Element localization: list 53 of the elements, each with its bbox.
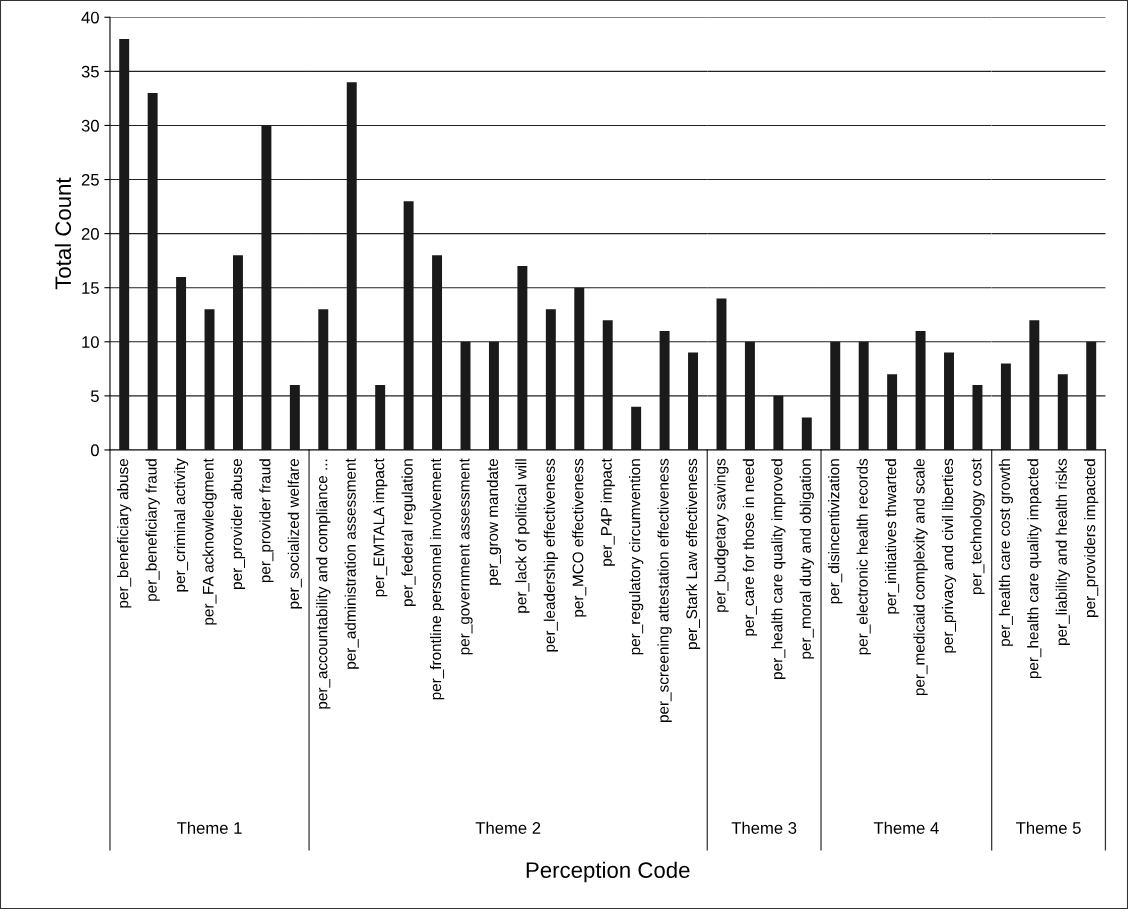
x-tick-label: per_regulatory circumvention	[629, 459, 644, 655]
y-tick-label: 30	[81, 119, 99, 132]
x-axis-title: Theme 1	[177, 821, 242, 834]
x-tick-label: per_initiatives thwarted	[885, 459, 900, 614]
x-tick-label: per_administration assessment	[344, 458, 359, 669]
bar	[631, 406, 642, 450]
x-tick-label: per_lack of political will	[515, 459, 530, 613]
y-tick-label: 20	[81, 228, 99, 240]
x-tick-label: per_budgetary savings	[714, 458, 729, 612]
x-axis-title: Theme 5	[1016, 821, 1081, 834]
x-tick-label: per_health care quality impacted	[1027, 459, 1042, 679]
x-axis-title: Theme 3	[731, 821, 797, 834]
y-tick-label: 5	[90, 390, 99, 403]
x-tick-label: per_Stark Law effectiveness	[685, 458, 701, 649]
bar	[801, 417, 812, 450]
x-tick-label: per_provider fraud	[259, 459, 274, 583]
x-tick-label: per_disincentivization	[828, 459, 843, 604]
x-tick-label: per_medicaid complexity and scale	[913, 458, 928, 696]
x-tick-label: per_leadership effectiveness	[543, 458, 558, 652]
x-tick-label: per_EMTALA impact	[373, 458, 388, 597]
x-tick-label: per_privacy and civil liberties	[941, 458, 957, 653]
x-tick-label: per_FA acknowledgment	[202, 458, 217, 625]
x-tick-label: per_beneficiary abuse	[117, 458, 132, 608]
x-tick-label: per_provider abuse	[230, 458, 246, 589]
text: Perception Code	[526, 861, 690, 883]
x-tick-label: per_government assessment	[459, 458, 473, 655]
y-tick-label: 0	[90, 444, 99, 457]
x-tick-label: per_accountability and compliance ...	[316, 459, 331, 709]
x-tick-label: per_federal regulation	[401, 459, 416, 606]
x-tick-label: per_health care quality improved	[771, 459, 786, 679]
x-tick-label: per_liability and health risks	[1055, 458, 1070, 645]
y-tick-label: 10	[82, 336, 99, 348]
y-tick-label: 15	[82, 282, 99, 294]
y-axis-title: Total Count	[54, 177, 72, 290]
x-axis-title: Theme 4	[873, 821, 939, 834]
x-tick-label: per_criminal activity	[173, 458, 189, 592]
x-tick-label: per_electronic health records	[856, 458, 871, 655]
x-tick-label: per_grow mandate	[486, 458, 502, 585]
x-axis-title: Theme 2	[475, 821, 541, 834]
x-tick-label: per_MCO effectiveness	[572, 458, 587, 617]
y-tick-label: 40	[81, 11, 99, 24]
y-tick-label: 25	[81, 173, 99, 186]
x-tick-label: per_care for those in need	[742, 459, 758, 636]
x-tick-label: per_frontline personnel involvement	[429, 458, 445, 700]
x-tick-label: per_beneficiary fraud	[145, 459, 160, 601]
x-tick-label: per_socialized welfare	[287, 458, 302, 609]
x-tick-label: per_P4P impact	[600, 458, 615, 566]
x-tick-label: per_moral duty and obligation	[799, 459, 814, 659]
x-tick-label: per_health care cost growth	[998, 459, 1014, 646]
y-tick-label: 35	[81, 65, 99, 78]
x-tick-label: per_providers impacted	[1084, 459, 1099, 617]
x-tick-label: per_technology cost	[970, 458, 985, 595]
x-tick-label: per_screening attestation effectiveness	[657, 458, 672, 722]
